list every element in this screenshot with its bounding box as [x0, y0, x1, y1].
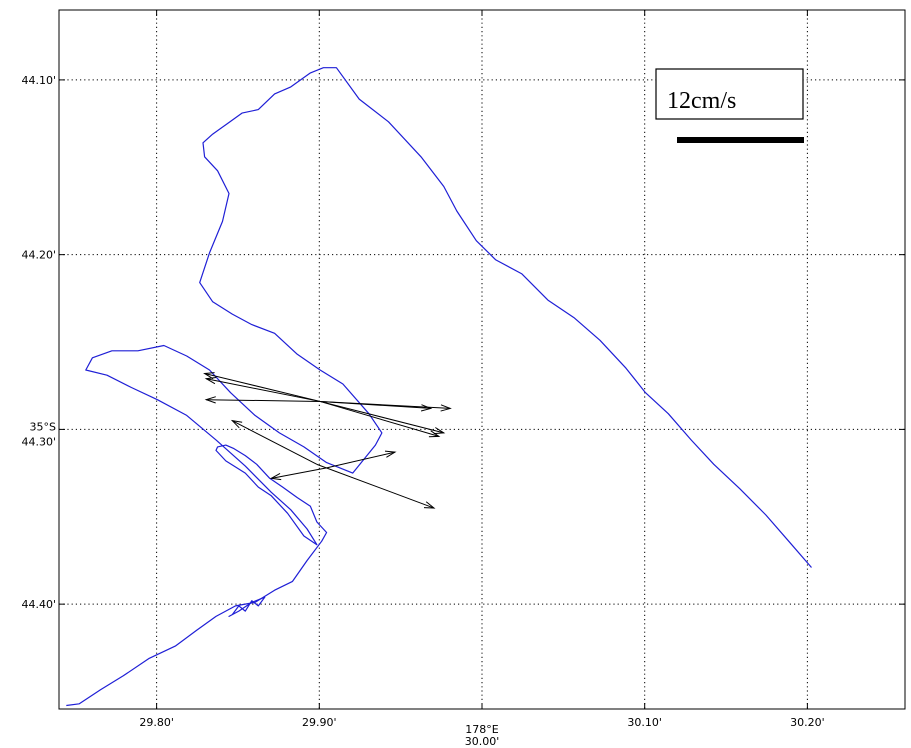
arrow-head: [204, 396, 216, 404]
arrow-shaft: [326, 451, 396, 469]
y-tick-label: 44.30': [21, 435, 56, 448]
velocity-arrow: [319, 400, 441, 438]
scale-legend: 12cm/s: [655, 68, 804, 143]
velocity-arrows: [203, 372, 452, 509]
legend-box: [655, 68, 804, 120]
x-tick-label: 29.90': [302, 716, 337, 729]
x-axis-ticks: 29.80' 29.90' 30.00' 30.10' 30.20': [139, 10, 825, 748]
arrow-head: [440, 404, 452, 412]
y-tick-label: 44.20': [21, 249, 56, 262]
arrow-head: [269, 473, 282, 481]
grid-lines: [59, 10, 905, 709]
arrow-head: [203, 372, 215, 380]
velocity-arrow: [204, 376, 321, 402]
x-tick-label: 30.00': [465, 735, 500, 748]
y-degree-label: 35°S: [30, 420, 56, 433]
arrow-head: [384, 450, 397, 458]
velocity-arrow: [319, 400, 446, 435]
arrow-shaft: [206, 399, 321, 402]
velocity-arrow: [326, 450, 397, 469]
drifter-track-loop: [228, 596, 266, 618]
velocity-arrow: [316, 463, 436, 509]
x-tick-label: 30.20': [790, 716, 825, 729]
legend-label: 12cm/s: [667, 88, 736, 114]
x-tick-label: 30.10': [627, 716, 662, 729]
legend-scale-bar: [677, 137, 804, 143]
y-tick-label: 44.10': [21, 74, 56, 87]
arrow-head: [423, 501, 436, 509]
arrow-shaft: [319, 400, 440, 437]
y-axis-ticks: 44.10' 44.20' 44.30' 44.40': [21, 74, 905, 611]
arrow-head: [433, 427, 446, 435]
arrow-shaft: [206, 378, 321, 402]
x-degree-label: 178°E: [465, 723, 498, 736]
drifter-track: [66, 67, 812, 707]
x-tick-label: 29.80': [139, 716, 174, 729]
arrow-head: [420, 404, 433, 412]
velocity-arrow: [204, 396, 321, 404]
arrow-head: [204, 376, 217, 385]
y-tick-label: 44.40': [21, 598, 56, 611]
arrow-shaft: [232, 420, 318, 465]
arrow-head: [428, 430, 441, 438]
arrow-shaft: [319, 400, 444, 434]
velocity-arrow: [203, 372, 321, 402]
velocity-arrow: [230, 419, 318, 465]
arrow-shaft: [204, 372, 321, 402]
velocity-arrow: [320, 400, 433, 412]
velocity-arrow: [269, 467, 327, 481]
arrow-shaft: [320, 400, 431, 409]
arrow-shaft: [271, 467, 327, 479]
arrow-shaft: [316, 463, 435, 509]
arrow-head: [230, 419, 243, 429]
drifter-track-line: [66, 67, 812, 707]
